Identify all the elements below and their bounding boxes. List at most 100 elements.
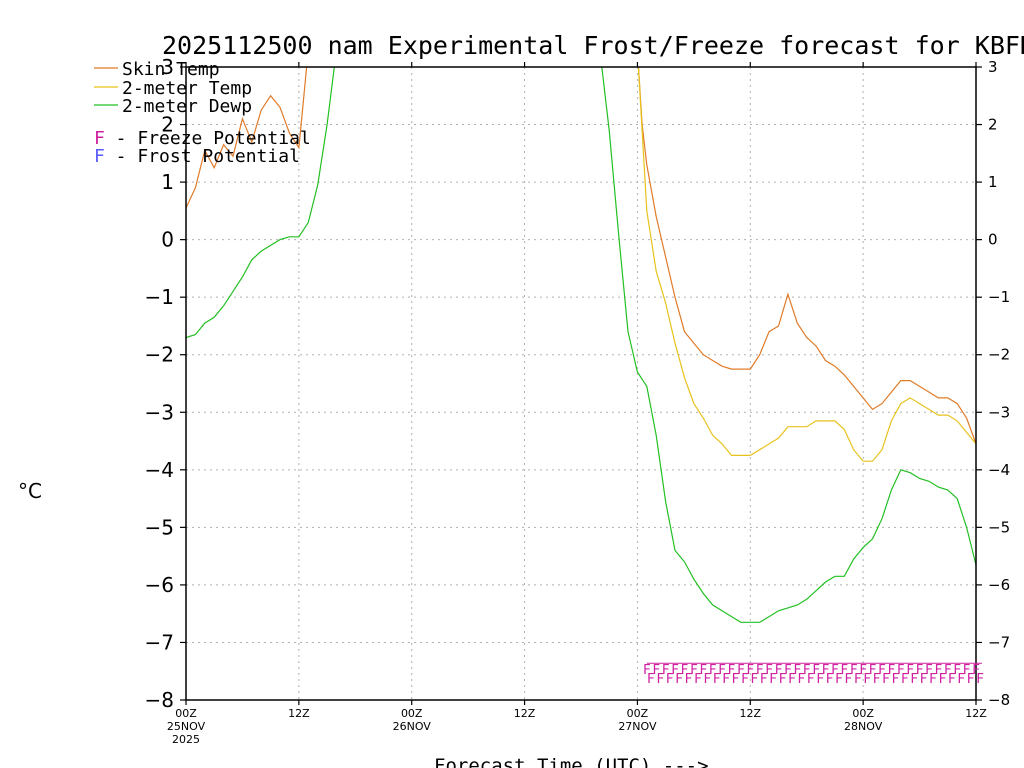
freeze-mark: F <box>750 672 758 687</box>
freeze-mark: F <box>897 663 905 678</box>
freeze-mark: F <box>812 663 820 678</box>
plot-frame <box>185 66 977 701</box>
freeze-mark: F <box>967 672 975 687</box>
y-tick-label-left: −4 <box>145 458 174 482</box>
freeze-text: - Freeze Potential <box>105 128 311 149</box>
x-tick-date: 25NOV <box>167 720 206 733</box>
frost-letter: F <box>94 146 105 167</box>
freeze-mark: F <box>675 672 683 687</box>
freeze-mark: F <box>835 672 843 687</box>
freeze-mark: F <box>737 663 745 678</box>
freeze-mark: F <box>944 663 952 678</box>
series-line-2-meter-temp <box>637 67 976 462</box>
y-tick-label-right: −6 <box>988 576 1010 594</box>
freeze-mark: F <box>703 672 711 687</box>
y-tick-label-right: 0 <box>988 231 998 249</box>
y-tick-label-left: 0 <box>161 228 174 252</box>
freeze-mark: F <box>844 672 852 687</box>
y-tick-label-right: −5 <box>988 518 1010 536</box>
freeze-marks: FFFFFFFFFFFFFFFFFFFFFFFFFFFFFFFFFFFFFFFF… <box>643 662 984 687</box>
x-tick-label: 00Z <box>627 707 649 720</box>
freeze-mark: F <box>887 663 895 678</box>
legend-label-2m-temp: 2-meter Temp <box>122 78 252 99</box>
freeze-letter: F <box>94 128 105 149</box>
legend-label-2m-dewp: 2-meter Dewp <box>122 96 252 117</box>
freeze-mark: F <box>662 663 670 678</box>
freeze-mark: F <box>797 672 805 687</box>
y-tick-label-left: −7 <box>145 630 174 654</box>
freeze-mark: F <box>690 663 698 678</box>
freeze-mark: F <box>741 672 749 687</box>
freeze-mark: F <box>713 672 721 687</box>
freeze-mark: F <box>656 672 664 687</box>
freeze-mark: F <box>840 663 848 678</box>
freeze-mark: F <box>882 672 890 687</box>
freeze-mark: F <box>963 663 971 678</box>
freeze-mark: F <box>831 663 839 678</box>
x-tick-label: 12Z <box>288 707 310 720</box>
freeze-mark: F <box>854 672 862 687</box>
y-axis-label: °C <box>18 479 42 503</box>
y-tick-label-right: −7 <box>988 633 1010 651</box>
chart-title: 2025112500 nam Experimental Frost/Freeze… <box>162 31 1024 60</box>
y-tick-label-right: −2 <box>988 346 1010 364</box>
freeze-mark: F <box>920 672 928 687</box>
series-line-2-meter-dewp <box>186 67 976 623</box>
freeze-mark: F <box>863 672 871 687</box>
x-tick-label: 12Z <box>965 707 987 720</box>
ticks-layer: 3 3 2 2 1 1 0 0 −1 −1 −2 −2 −3 −3 −4 −4 −5 −5 −6 −6 −7 −7 −8 −8… <box>145 55 1011 746</box>
x-tick-date: 26NOV <box>393 720 432 733</box>
freeze-mark: F <box>957 672 965 687</box>
freeze-mark: F <box>779 672 787 687</box>
series-layer <box>186 67 976 623</box>
freeze-mark: F <box>728 663 736 678</box>
legend: Skin Temp 2-meter Temp 2-meter Dewp F - … <box>94 59 311 167</box>
y-tick-label-left: −8 <box>145 688 174 712</box>
legend-freeze-potential: F - Freeze Potential <box>94 128 311 149</box>
x-tick-label: 12Z <box>740 707 762 720</box>
x-tick-label: 12Z <box>514 707 536 720</box>
x-tick-label: 00Z <box>175 707 197 720</box>
freeze-mark: F <box>681 663 689 678</box>
freeze-mark: F <box>976 672 984 687</box>
freeze-mark: F <box>878 663 886 678</box>
freeze-mark: F <box>906 663 914 678</box>
y-tick-label-right: −4 <box>988 461 1010 479</box>
freeze-mark: F <box>652 663 660 678</box>
freeze-mark: F <box>891 672 899 687</box>
freeze-mark: F <box>760 672 768 687</box>
x-tick-date: 28NOV <box>844 720 883 733</box>
freeze-mark: F <box>822 663 830 678</box>
y-tick-label-left: 1 <box>161 170 174 194</box>
series-line-skin-temp <box>186 67 976 445</box>
freeze-mark: F <box>910 672 918 687</box>
freeze-mark: F <box>709 663 717 678</box>
y-tick-label-right: −1 <box>988 288 1010 306</box>
freeze-mark: F <box>793 663 801 678</box>
freeze-mark: F <box>953 663 961 678</box>
y-tick-label-left: −3 <box>145 400 174 424</box>
freeze-mark: F <box>647 672 655 687</box>
freeze-mark: F <box>938 672 946 687</box>
freeze-mark: F <box>929 672 937 687</box>
freeze-mark: F <box>859 663 867 678</box>
y-tick-label-left: 2 <box>161 113 174 137</box>
freeze-mark: F <box>948 672 956 687</box>
freeze-mark: F <box>643 663 651 678</box>
x-tick-label: 00Z <box>401 707 423 720</box>
freeze-mark: F <box>826 672 834 687</box>
frost-text: - Frost Potential <box>105 146 300 167</box>
freeze-mark: F <box>784 663 792 678</box>
y-tick-label-right: 1 <box>988 173 998 191</box>
freeze-mark: F <box>746 663 754 678</box>
y-tick-label-right: 3 <box>988 58 998 76</box>
freeze-mark: F <box>788 672 796 687</box>
freeze-mark: F <box>732 672 740 687</box>
freeze-mark: F <box>807 672 815 687</box>
x-tick-label: 00Z <box>852 707 874 720</box>
freeze-mark: F <box>722 672 730 687</box>
y-tick-label-left: −2 <box>145 343 174 367</box>
freeze-mark: F <box>756 663 764 678</box>
y-tick-label-left: −6 <box>145 573 174 597</box>
